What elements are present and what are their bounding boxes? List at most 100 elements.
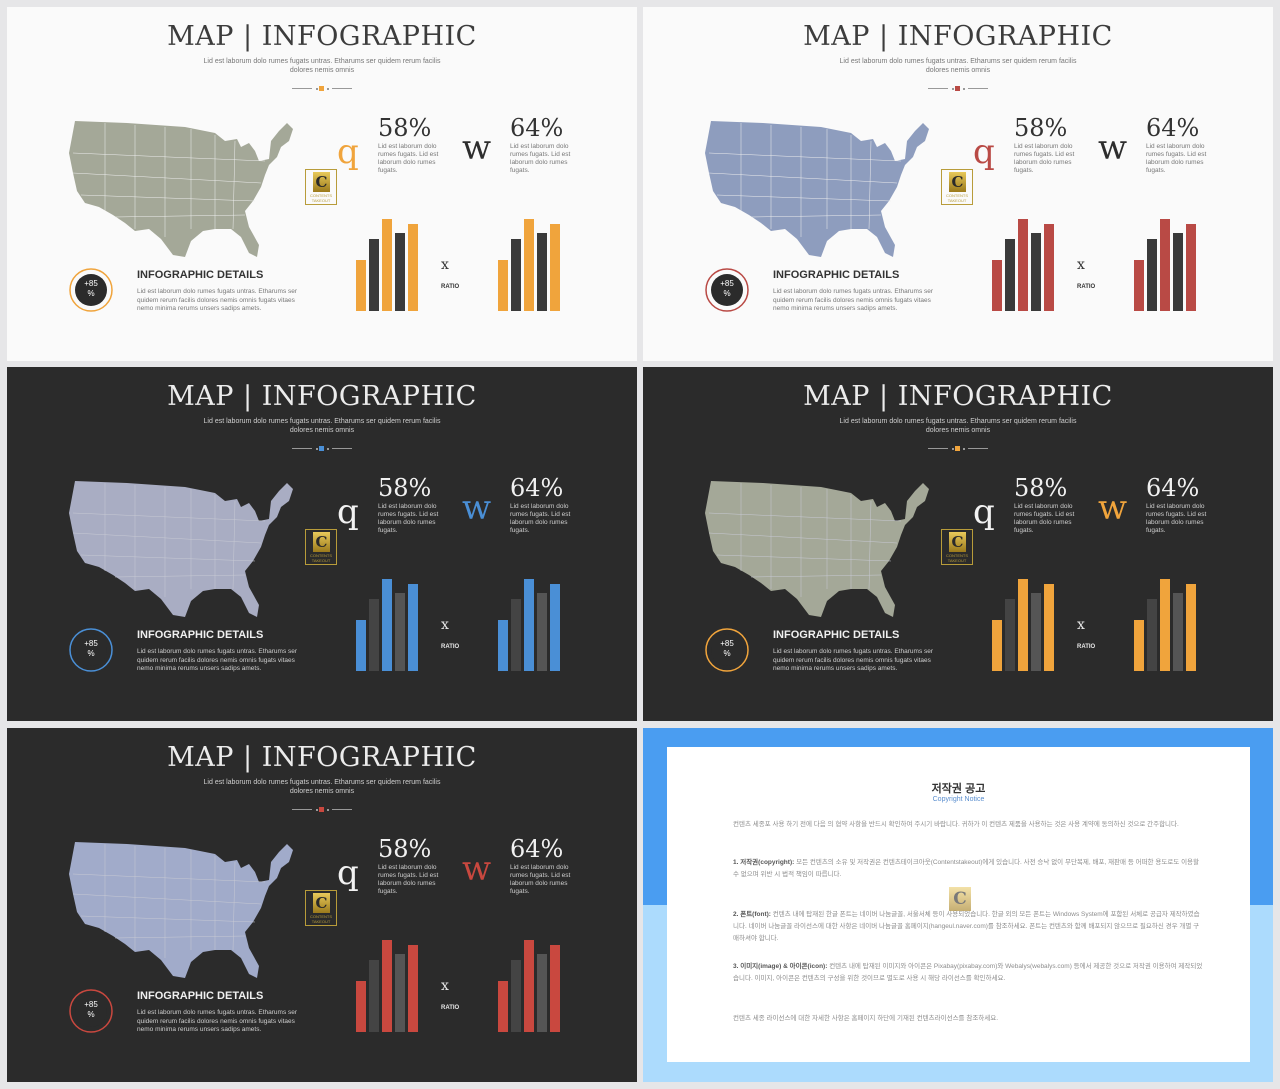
slide-thumbnail-4[interactable]: MAP | INFOGRAPHIC Lid est laborum dolo r… <box>643 367 1273 721</box>
details-title: INFOGRAPHIC DETAILS <box>773 269 900 281</box>
progress-ring: +85% <box>68 627 114 673</box>
percent-64: 64% <box>510 114 564 142</box>
details-text: Lid est laborum dolo rumes fugats untras… <box>137 1009 298 1033</box>
ratio-label: RATIO <box>441 284 460 290</box>
bar-chart-right <box>498 579 568 671</box>
q-glyph: q <box>337 492 359 532</box>
bar-chart-right <box>498 940 568 1032</box>
w-glyph: w <box>1098 488 1128 528</box>
usa-map <box>705 481 929 617</box>
q-glyph: q <box>973 492 995 532</box>
details-title: INFOGRAPHIC DETAILS <box>137 990 264 1002</box>
bar <box>550 944 560 1032</box>
bar <box>1160 219 1170 311</box>
copyright-paper: 저작권 공고 Copyright Notice 컨텐츠 세종포 사용 하기 전에… <box>667 747 1250 1062</box>
copyright-para-1: 1. 저작권(copyright): 모든 컨텐츠의 소유 및 저작권은 컨텐츠… <box>733 859 1200 878</box>
contents-logo: C CONTENTS TAKEOUT <box>941 169 973 205</box>
bar-chart-left <box>356 940 426 1032</box>
bar <box>1134 620 1144 671</box>
bar <box>524 579 534 671</box>
bar <box>1031 232 1041 311</box>
usa-map <box>705 121 929 257</box>
bar-chart-left <box>992 219 1062 311</box>
bar <box>369 239 379 311</box>
bar <box>1173 232 1183 311</box>
bar <box>992 620 1002 671</box>
slide-subtitle: Lid est laborum dolo rumes fugats untras… <box>839 418 1077 434</box>
percent-58: 58% <box>378 835 432 863</box>
stat-description: Lid est laborum dolo rumes fugats. Lid e… <box>1146 143 1207 174</box>
q-glyph: q <box>337 853 359 893</box>
bar-chart-left <box>356 219 426 311</box>
bar <box>524 940 534 1032</box>
ratio-label: RATIO <box>441 1005 460 1011</box>
bar <box>369 599 379 671</box>
bar <box>395 592 405 671</box>
bar-chart-right <box>498 219 568 311</box>
bar <box>992 260 1002 311</box>
bar <box>1005 239 1015 311</box>
bar <box>511 599 521 671</box>
copyright-notice-slide[interactable]: 저작권 공고 Copyright Notice 컨텐츠 세종포 사용 하기 전에… <box>643 728 1273 1082</box>
bar <box>498 981 508 1032</box>
bar <box>408 944 418 1032</box>
slide-subtitle: Lid est laborum dolo rumes fugats untras… <box>839 58 1077 74</box>
bar <box>356 981 366 1032</box>
progress-ring: +85% <box>704 267 750 313</box>
bar <box>537 232 547 311</box>
slide-thumbnail-2[interactable]: MAP | INFOGRAPHIC Lid est laborum dolo r… <box>643 7 1273 361</box>
percent-64: 64% <box>510 474 564 502</box>
bar <box>1160 579 1170 671</box>
details-title: INFOGRAPHIC DETAILS <box>137 629 264 641</box>
ratio-label: RATIO <box>1077 284 1096 290</box>
x-symbol: x <box>1077 617 1085 633</box>
bar <box>382 579 392 671</box>
contents-logo: C CONTENTS TAKEOUT <box>941 529 973 565</box>
bar <box>1018 579 1028 671</box>
contents-logo: C CONTENTS TAKEOUT <box>305 169 337 205</box>
usa-map <box>69 842 293 978</box>
x-symbol: x <box>441 978 449 994</box>
title-divider <box>292 85 352 93</box>
slide-thumbnail-5[interactable]: MAP | INFOGRAPHIC Lid est laborum dolo r… <box>7 728 637 1082</box>
title-divider <box>292 445 352 453</box>
stat-description: Lid est laborum dolo rumes fugats. Lid e… <box>510 864 571 895</box>
contents-logo: C CONTENTS TAKEOUT <box>305 529 337 565</box>
slide-title: MAP | INFOGRAPHIC <box>803 381 1113 412</box>
details-text: Lid est laborum dolo rumes fugats untras… <box>773 648 934 672</box>
details-text: Lid est laborum dolo rumes fugats untras… <box>137 648 298 672</box>
contents-logo: C CONTENTS TAKEOUT <box>305 890 337 926</box>
w-glyph: w <box>1098 128 1128 168</box>
stat-description: Lid est laborum dolo rumes fugats. Lid e… <box>378 503 439 534</box>
x-symbol: x <box>1077 257 1085 273</box>
details-title: INFOGRAPHIC DETAILS <box>773 629 900 641</box>
copyright-intro: 컨텐츠 세종포 사용 하기 전에 다음 의 협약 사항을 반드시 확인하여 주시… <box>733 821 1179 828</box>
title-divider <box>928 85 988 93</box>
bar <box>369 960 379 1032</box>
bar-chart-left <box>356 579 426 671</box>
bar <box>537 953 547 1032</box>
title-divider <box>292 806 352 814</box>
bar <box>382 940 392 1032</box>
bar <box>1173 592 1183 671</box>
bar <box>524 219 534 311</box>
slide-thumbnail-1[interactable]: MAP | INFOGRAPHIC Lid est laborum dolo r… <box>7 7 637 361</box>
bar <box>498 260 508 311</box>
slide-thumbnail-3[interactable]: MAP | INFOGRAPHIC Lid est laborum dolo r… <box>7 367 637 721</box>
slide-title: MAP | INFOGRAPHIC <box>803 21 1113 52</box>
bar <box>1186 223 1196 311</box>
bar <box>1018 219 1028 311</box>
bar <box>1186 583 1196 671</box>
bar <box>1005 599 1015 671</box>
progress-ring: +85% <box>68 988 114 1034</box>
bar <box>1044 583 1054 671</box>
details-text: Lid est laborum dolo rumes fugats untras… <box>137 288 298 312</box>
percent-64: 64% <box>510 835 564 863</box>
stat-description: Lid est laborum dolo rumes fugats. Lid e… <box>510 143 571 174</box>
percent-58: 58% <box>378 114 432 142</box>
bar-chart-right <box>1134 579 1204 671</box>
stat-description: Lid est laborum dolo rumes fugats. Lid e… <box>510 503 571 534</box>
copyright-title: 저작권 공고 <box>931 783 986 795</box>
bar <box>408 583 418 671</box>
title-divider <box>928 445 988 453</box>
